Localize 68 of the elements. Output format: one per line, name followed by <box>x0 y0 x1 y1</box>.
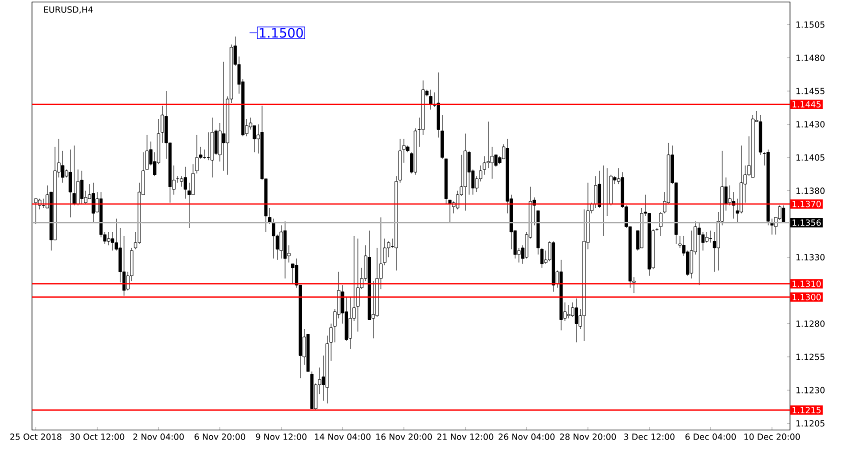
candlestick <box>222 62 226 172</box>
y-tick-label: 1.1380 <box>796 188 825 194</box>
candlestick <box>429 89 432 110</box>
x-tick-label: 30 Oct 12:00 <box>70 434 124 440</box>
y-tick-label: 1.1205 <box>796 420 824 427</box>
y-tick-label: 1.1280 <box>796 320 825 327</box>
candlestick <box>594 176 598 208</box>
candlestick <box>76 169 80 206</box>
x-tick-label: 2 Nov 04:00 <box>133 434 184 440</box>
candlestick <box>728 185 732 206</box>
ref-line-label: 1.1370 <box>792 200 821 208</box>
candlestick <box>92 182 95 223</box>
candlestick <box>467 150 471 195</box>
y-tick-label: 1.1430 <box>796 121 825 128</box>
candlestick <box>34 198 38 224</box>
candlestick <box>698 222 701 286</box>
ref-line-label: 1.1215 <box>792 406 821 414</box>
candlestick <box>61 150 64 184</box>
x-tick-label: 6 Dec 04:00 <box>685 434 736 440</box>
candlestick <box>280 225 283 259</box>
candlestick <box>206 132 210 160</box>
y-tick-label: 1.1480 <box>796 54 825 62</box>
x-tick-label: 10 Dec 20:00 <box>744 434 800 440</box>
y-tick-label: 1.1255 <box>796 354 824 360</box>
candlestick <box>72 145 76 206</box>
candlestick <box>701 232 705 251</box>
x-tick-label: 14 Nov 04:00 <box>314 434 371 440</box>
x-tick-label: 16 Nov 20:00 <box>376 434 432 440</box>
ref-line-label: 1.1300 <box>792 294 821 300</box>
candlestick <box>184 166 187 199</box>
y-tick-label: 1.1230 <box>796 386 825 394</box>
candlestick <box>180 176 184 188</box>
candlestick <box>540 248 544 268</box>
x-tick-label: 3 Dec 12:00 <box>624 434 675 440</box>
candlestick <box>705 232 708 243</box>
candlestick <box>574 298 578 343</box>
x-tick-label: 28 Nov 20:00 <box>560 434 616 440</box>
candlestick <box>356 238 360 332</box>
candlestick <box>218 122 222 162</box>
y-tick-label: 1.1330 <box>796 254 825 260</box>
ref-line-label: 1.1445 <box>792 101 821 108</box>
candlestick <box>659 212 662 236</box>
candlestick <box>110 232 114 251</box>
candlestick <box>195 134 198 174</box>
candlestick <box>383 238 386 266</box>
candlestick <box>145 134 149 170</box>
y-tick-label: 1.1405 <box>796 154 824 161</box>
x-tick-label: 26 Nov 04:00 <box>498 434 555 440</box>
candlestick <box>202 149 206 160</box>
candlestick <box>690 230 694 279</box>
candlestick <box>272 218 276 259</box>
x-tick-label: 9 Nov 12:00 <box>256 434 306 440</box>
x-tick-label: 6 Nov 20:00 <box>194 434 246 440</box>
chart-title: EURUSD,H4 <box>44 6 93 14</box>
x-tick-label: 25 Oct 2018 <box>10 434 62 440</box>
candlestick <box>448 200 452 223</box>
y-tick-label: 1.1505 <box>796 21 824 28</box>
candlestick <box>68 149 72 218</box>
candlestick <box>107 232 110 246</box>
candlestick <box>80 170 84 204</box>
x-tick-label: 21 Nov 12:00 <box>437 434 494 440</box>
candlestick <box>490 146 494 180</box>
y-tick-label: 1.1455 <box>796 88 824 94</box>
ref-line-label: 1.1310 <box>792 280 821 287</box>
candlestick <box>598 170 602 208</box>
candlestick <box>567 304 570 319</box>
ref-line-label: 1.1356 <box>792 219 821 226</box>
annotation: 1.1500 <box>260 28 303 38</box>
